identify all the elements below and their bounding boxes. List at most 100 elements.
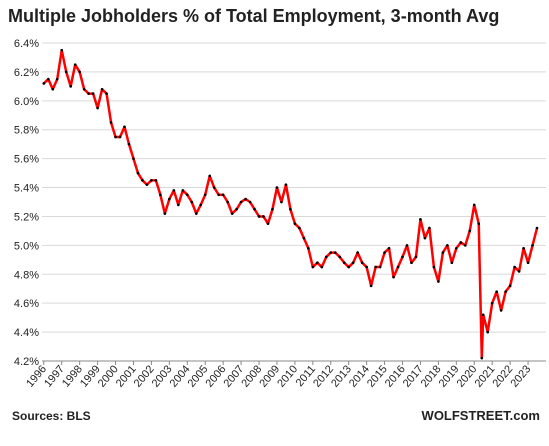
data-point xyxy=(320,265,324,269)
data-point xyxy=(230,212,234,215)
data-point xyxy=(105,92,108,95)
data-point xyxy=(185,193,189,197)
data-point xyxy=(383,251,386,254)
data-point xyxy=(477,222,481,225)
data-point xyxy=(293,222,297,225)
data-point xyxy=(177,203,180,207)
source: Sources: BLS xyxy=(12,409,91,423)
data-point xyxy=(163,212,167,215)
data-point xyxy=(414,255,418,259)
data-point xyxy=(203,193,207,197)
data-point xyxy=(266,222,270,225)
series-line xyxy=(42,48,539,360)
x-tick-label: 2023 xyxy=(508,363,533,389)
data-point xyxy=(472,203,476,207)
data-point xyxy=(490,301,494,305)
data-point xyxy=(96,106,99,110)
data-point xyxy=(432,265,436,269)
data-point xyxy=(159,193,162,197)
data-point xyxy=(401,255,404,259)
data-point xyxy=(298,226,301,230)
data-point xyxy=(486,330,490,334)
data-point xyxy=(513,265,516,269)
data-point xyxy=(289,207,292,211)
chart-title: Multiple Jobholders % of Total Employmen… xyxy=(8,6,499,26)
data-point xyxy=(342,261,346,265)
data-point xyxy=(428,226,431,230)
data-point xyxy=(508,284,512,288)
data-point xyxy=(194,212,198,215)
data-point xyxy=(275,186,279,189)
data-point xyxy=(378,265,382,269)
data-point xyxy=(481,313,485,317)
data-point xyxy=(280,200,283,204)
data-point xyxy=(392,275,395,279)
y-tick-label: 5.6% xyxy=(14,154,39,166)
data-point xyxy=(526,261,530,265)
data-point xyxy=(347,265,351,269)
data-point xyxy=(91,92,95,95)
data-point xyxy=(450,261,454,265)
y-tick-label: 4.6% xyxy=(14,298,39,310)
data-point xyxy=(365,265,368,269)
data-point xyxy=(141,179,144,182)
y-tick-label: 5.4% xyxy=(14,183,39,195)
data-point xyxy=(226,200,229,204)
data-point xyxy=(100,87,104,91)
data-point xyxy=(284,183,288,186)
data-point xyxy=(190,200,194,204)
data-point xyxy=(181,189,185,192)
data-point xyxy=(55,77,59,81)
data-point xyxy=(499,309,503,312)
data-point xyxy=(374,265,377,269)
data-point xyxy=(369,284,373,288)
data-point xyxy=(51,87,55,91)
data-point xyxy=(239,200,243,204)
x-tick-label: 2010 xyxy=(275,363,300,389)
y-tick-label: 5.2% xyxy=(14,211,39,223)
data-point xyxy=(324,255,328,259)
data-point xyxy=(307,246,310,250)
data-point xyxy=(78,70,81,74)
data-point xyxy=(531,244,534,247)
data-point xyxy=(46,77,50,81)
data-point xyxy=(410,261,413,265)
data-point xyxy=(522,246,525,250)
data-point xyxy=(168,197,171,201)
data-point xyxy=(419,218,422,221)
data-point xyxy=(463,244,467,247)
data-point xyxy=(127,142,131,146)
data-point xyxy=(360,261,364,265)
data-point xyxy=(64,70,68,74)
data-point xyxy=(42,82,46,85)
y-tick-label: 5.8% xyxy=(14,125,39,137)
data-point xyxy=(495,290,498,293)
data-point xyxy=(82,87,86,91)
y-tick-label: 6.4% xyxy=(14,38,39,50)
data-point xyxy=(446,244,449,247)
data-point xyxy=(480,356,484,360)
data-point xyxy=(423,236,427,240)
data-point xyxy=(123,125,126,129)
data-point xyxy=(329,251,333,254)
data-point xyxy=(248,200,252,204)
data-point xyxy=(257,215,261,218)
y-tick-label: 6.0% xyxy=(14,96,39,108)
data-point xyxy=(302,236,306,240)
data-point xyxy=(405,244,409,247)
data-point xyxy=(221,193,225,197)
data-point xyxy=(154,179,158,182)
data-point xyxy=(535,226,539,230)
data-point xyxy=(455,246,458,250)
data-point xyxy=(217,193,220,197)
data-point xyxy=(150,179,153,182)
data-point xyxy=(356,251,359,254)
data-point xyxy=(172,189,176,192)
data-point xyxy=(437,280,440,283)
data-point xyxy=(262,215,265,218)
data-point xyxy=(253,207,256,211)
data-point xyxy=(387,246,391,250)
data-point xyxy=(208,174,212,178)
data-point xyxy=(441,251,445,254)
data-point xyxy=(396,265,400,269)
